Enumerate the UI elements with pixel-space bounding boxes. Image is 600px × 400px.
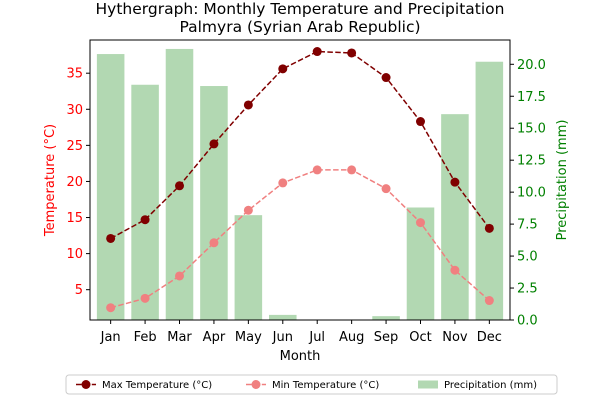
min-temp-line bbox=[110, 169, 490, 309]
min-temp-point-jul bbox=[312, 165, 322, 175]
min-temp-point-oct bbox=[415, 218, 425, 228]
x-tick-label: Oct bbox=[409, 330, 431, 345]
min-temp-point-jun bbox=[278, 178, 288, 188]
min-temp-point-mar bbox=[175, 271, 185, 281]
max-temp-legend-marker bbox=[81, 380, 91, 389]
precip-legend-label: Precipitation (mm) bbox=[444, 380, 537, 391]
min-temp-point-sep bbox=[381, 184, 391, 194]
right-y-tick-label: 10.0 bbox=[517, 186, 546, 201]
min-temp-point-aug bbox=[347, 165, 357, 175]
x-tick-label: Mar bbox=[167, 330, 192, 345]
right-y-tick-label: 2.5 bbox=[517, 282, 538, 297]
legend-box bbox=[65, 374, 558, 395]
max-temp-point-jul bbox=[312, 47, 322, 57]
x-tick-label: Apr bbox=[203, 330, 226, 345]
max-temp-point-feb bbox=[140, 215, 150, 225]
precip-bar-dec bbox=[475, 61, 504, 320]
chart-title: Hythergraph: Monthly Temperature and Pre… bbox=[96, 0, 505, 18]
x-tick-label: Jun bbox=[272, 330, 293, 345]
left-y-axis: 5 10 15 20 25 30 35 bbox=[66, 67, 90, 298]
left-y-tick-label: 30 bbox=[66, 103, 83, 118]
max-temp-point-jan bbox=[106, 233, 116, 243]
precip-bar-apr bbox=[200, 86, 228, 320]
right-y-axis-title: Precipitation (mm) bbox=[555, 120, 570, 241]
min-temp-point-dec bbox=[484, 296, 494, 306]
max-temp-point-oct bbox=[415, 117, 425, 127]
precip-bar-jun bbox=[269, 314, 297, 320]
temperature-lines bbox=[106, 47, 494, 313]
right-y-tick-label: 0.0 bbox=[517, 314, 538, 329]
x-tick-label: Jul bbox=[308, 330, 325, 345]
x-tick-label: Jan bbox=[100, 330, 121, 345]
min-temp-point-nov bbox=[450, 265, 460, 275]
left-y-tick-label: 25 bbox=[66, 139, 83, 154]
max-temp-point-apr bbox=[209, 139, 219, 149]
min-temp-point-feb bbox=[140, 293, 150, 303]
right-y-tick-label: 12.5 bbox=[517, 154, 546, 169]
max-temp-point-may bbox=[243, 100, 253, 110]
min-temp-legend-label: Min Temperature (°C) bbox=[272, 380, 379, 391]
left-y-tick-label: 20 bbox=[66, 175, 83, 190]
max-temp-point-dec bbox=[484, 223, 494, 233]
x-tick-label: May bbox=[235, 330, 262, 345]
x-tick-label: Feb bbox=[134, 330, 157, 345]
precip-bar-jan bbox=[96, 54, 125, 320]
left-y-tick-label: 35 bbox=[66, 67, 83, 82]
chart-subtitle: Palmyra (Syrian Arab Republic) bbox=[179, 18, 420, 36]
precip-bar-feb bbox=[131, 84, 159, 320]
precip-bar-nov bbox=[441, 114, 469, 321]
min-temp-legend-marker bbox=[251, 380, 261, 389]
min-temp-point-may bbox=[243, 205, 253, 215]
right-y-axis: 0.0 2.5 5.0 7.5 10.0 12.5 15.0 17.5 20.0 bbox=[510, 58, 546, 329]
right-y-tick-label: 15.0 bbox=[517, 122, 546, 137]
min-temp-point-apr bbox=[209, 238, 219, 248]
left-y-tick-label: 15 bbox=[66, 211, 83, 226]
precip-legend-swatch bbox=[418, 380, 438, 389]
max-temp-point-mar bbox=[175, 181, 185, 191]
x-tick-label: Sep bbox=[374, 330, 399, 345]
right-y-tick-label: 7.5 bbox=[517, 218, 538, 233]
x-axis-title: Month bbox=[280, 349, 321, 364]
max-temp-legend-label: Max Temperature (°C) bbox=[102, 380, 212, 391]
max-temp-point-jun bbox=[278, 64, 288, 74]
left-y-tick-label: 5 bbox=[75, 283, 83, 298]
max-temp-line bbox=[110, 50, 490, 240]
max-temp-point-sep bbox=[381, 73, 391, 83]
precip-bar-sep bbox=[372, 316, 400, 320]
plot-frame bbox=[89, 39, 511, 321]
min-temp-point-jan bbox=[106, 303, 116, 313]
left-y-tick-label: 10 bbox=[66, 247, 83, 262]
right-y-tick-label: 5.0 bbox=[517, 250, 538, 265]
x-axis: Jan Feb Mar Apr May Jun Jul Aug Sep Oct Nov Dec bbox=[100, 320, 502, 345]
precipitation-bars bbox=[96, 48, 504, 321]
max-temp-point-aug bbox=[347, 48, 357, 58]
right-y-tick-label: 20.0 bbox=[517, 58, 546, 73]
max-temp-point-nov bbox=[450, 177, 460, 187]
left-y-axis-title: Temperature (°C) bbox=[43, 124, 58, 237]
x-tick-label: Dec bbox=[477, 330, 502, 345]
x-tick-label: Aug bbox=[339, 330, 364, 345]
legend: Max Temperature (°C) Min Temperature (°C)… bbox=[65, 374, 558, 395]
right-y-tick-label: 17.5 bbox=[517, 90, 546, 105]
x-tick-label: Nov bbox=[442, 330, 468, 345]
precip-bar-may bbox=[234, 215, 263, 320]
